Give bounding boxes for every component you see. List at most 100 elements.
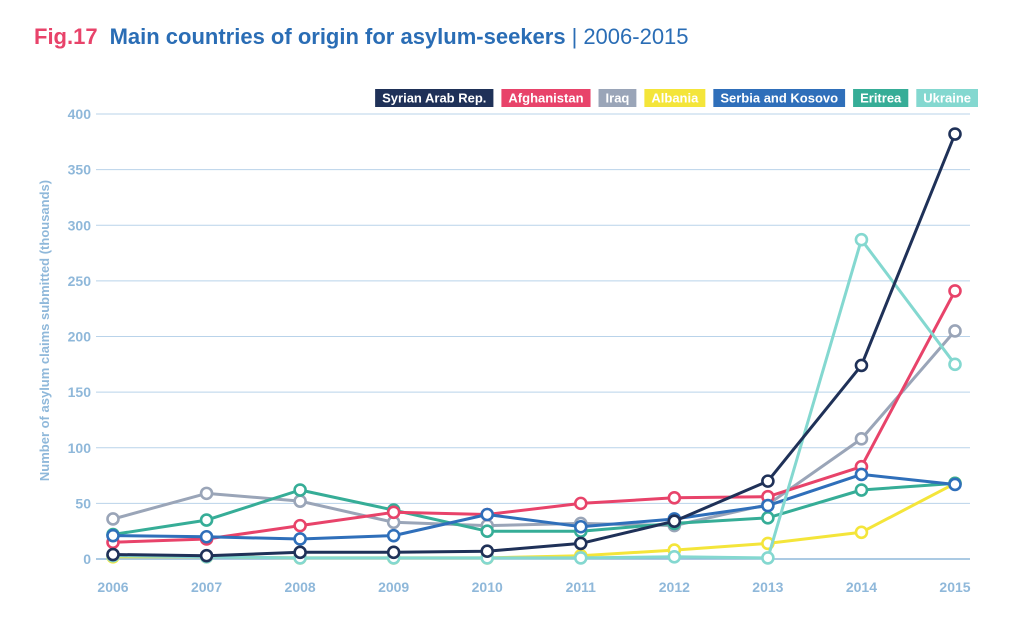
figure-number: Fig.17 <box>34 24 98 49</box>
data-point <box>948 324 962 338</box>
x-tick-label: 2008 <box>285 579 316 595</box>
data-point <box>948 127 962 141</box>
legend-label: Afghanistan <box>508 91 583 106</box>
data-point <box>667 514 682 528</box>
title-separator: | <box>571 24 578 49</box>
figure-date-range: 2006-2015 <box>583 24 689 49</box>
x-tick-label: 2011 <box>566 579 597 595</box>
data-point <box>761 511 775 525</box>
series-line <box>111 289 957 544</box>
series-serbia-and-kosovo <box>106 467 962 546</box>
legend-swatch <box>501 89 591 107</box>
data-point <box>386 505 401 520</box>
series-line <box>111 481 957 536</box>
x-tick-label: 2009 <box>378 579 409 595</box>
x-tick-label: 2010 <box>472 579 503 595</box>
legend-item-serbia-and-kosovo: Serbia and Kosovo <box>713 89 846 107</box>
data-point <box>761 551 775 565</box>
x-tick-label: 2015 <box>939 579 970 595</box>
legend-item-afghanistan: Afghanistan <box>501 89 591 107</box>
x-tick-label: 2013 <box>752 579 783 595</box>
x-tick-label: 2006 <box>97 579 128 595</box>
legend-swatch <box>644 89 706 107</box>
legend-item-albania: Albania <box>644 89 706 107</box>
data-point <box>948 284 962 298</box>
legend-item-iraq: Iraq <box>598 89 637 107</box>
legend-swatch <box>375 89 494 107</box>
series-afghanistan <box>106 284 962 550</box>
legend-label: Serbia and Kosovo <box>720 91 838 106</box>
legend-item-ukraine: Ukraine <box>916 89 978 107</box>
series-lines <box>106 127 962 565</box>
legend-swatch <box>713 89 846 107</box>
legend-label: Eritrea <box>860 91 902 106</box>
legend-label: Ukraine <box>923 91 971 106</box>
legend-label: Syrian Arab Rep. <box>382 91 486 106</box>
series-line <box>111 132 957 558</box>
y-tick-label: 400 <box>68 106 92 122</box>
x-tick-label: 2012 <box>659 579 690 595</box>
x-tick-label: 2014 <box>846 579 877 595</box>
legend: Syrian Arab Rep. Afghanistan Iraq Albania Se… <box>375 89 978 107</box>
x-tick-label: 2007 <box>191 579 222 595</box>
y-axis-label: Number of asylum claims submitted (thous… <box>37 180 52 481</box>
y-axis-ticks: 0 50 100 150 200 250 300 350 400 <box>68 106 92 567</box>
data-point <box>854 432 869 446</box>
series-line <box>111 238 957 560</box>
gridlines <box>96 113 970 560</box>
data-point <box>948 477 962 492</box>
figure-title: Main countries of origin for asylum-seek… <box>109 24 566 49</box>
series-line <box>111 472 957 541</box>
data-point <box>199 529 214 544</box>
y-tick-label: 350 <box>68 162 92 178</box>
legend-item-syrian-arab-rep: Syrian Arab Rep. <box>375 89 494 107</box>
data-point <box>854 358 869 373</box>
data-point <box>667 491 682 505</box>
data-point <box>199 513 214 527</box>
data-point <box>293 518 307 533</box>
y-tick-label: 50 <box>75 495 91 511</box>
y-tick-label: 0 <box>83 551 91 567</box>
data-point <box>854 232 869 247</box>
y-tick-label: 100 <box>68 440 92 456</box>
data-point <box>386 545 401 560</box>
data-point <box>573 536 588 551</box>
data-point <box>854 483 869 497</box>
y-tick-label: 200 <box>68 329 92 345</box>
y-tick-label: 150 <box>68 384 92 400</box>
legend-label: Iraq <box>606 91 630 106</box>
data-point <box>480 524 495 538</box>
legend-swatch <box>598 89 637 107</box>
data-point <box>199 548 214 563</box>
data-point <box>948 357 962 372</box>
series-line <box>111 329 957 528</box>
y-tick-label: 300 <box>68 217 92 233</box>
legend-swatch <box>916 89 978 107</box>
y-tick-label: 250 <box>68 273 92 289</box>
legend-label: Albania <box>651 91 699 106</box>
data-point <box>854 525 869 540</box>
data-point <box>854 467 869 482</box>
data-point <box>106 547 120 562</box>
data-point <box>667 549 682 564</box>
data-point <box>293 494 307 508</box>
data-point <box>199 486 214 501</box>
series-iraq <box>106 324 962 533</box>
data-point <box>106 512 120 526</box>
legend-swatch <box>853 89 909 107</box>
data-point <box>293 532 307 546</box>
data-point <box>480 507 495 522</box>
data-point <box>293 483 307 497</box>
x-axis-ticks: 2006 2007 2008 2009 2010 2011 2012 2013 2014 2015 <box>97 579 970 595</box>
data-point <box>480 544 495 559</box>
figure-header: Fig.17 Main countries of origin for asylu… <box>34 22 689 52</box>
data-point <box>293 545 307 560</box>
data-point <box>573 496 588 511</box>
data-point <box>761 498 775 513</box>
data-point <box>106 528 120 543</box>
legend-item-eritrea: Eritrea <box>853 89 909 107</box>
data-point <box>573 551 588 565</box>
data-point <box>386 528 401 543</box>
